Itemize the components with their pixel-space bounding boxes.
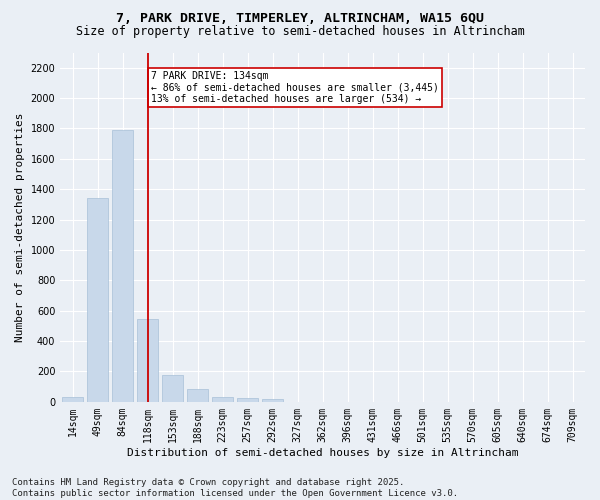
Bar [112, 130, 133, 402]
Bar [237, 398, 258, 402]
Text: Size of property relative to semi-detached houses in Altrincham: Size of property relative to semi-detach… [76, 25, 524, 38]
Text: 7 PARK DRIVE: 134sqm
← 86% of semi-detached houses are smaller (3,445)
13% of se: 7 PARK DRIVE: 134sqm ← 86% of semi-detac… [151, 70, 439, 104]
Bar [62, 398, 83, 402]
Bar [262, 399, 283, 402]
Text: 7, PARK DRIVE, TIMPERLEY, ALTRINCHAM, WA15 6QU: 7, PARK DRIVE, TIMPERLEY, ALTRINCHAM, WA… [116, 12, 484, 26]
Y-axis label: Number of semi-detached properties: Number of semi-detached properties [15, 112, 25, 342]
Bar [187, 389, 208, 402]
Bar [87, 198, 108, 402]
X-axis label: Distribution of semi-detached houses by size in Altrincham: Distribution of semi-detached houses by … [127, 448, 518, 458]
Bar [162, 376, 183, 402]
Bar [212, 396, 233, 402]
Text: Contains HM Land Registry data © Crown copyright and database right 2025.
Contai: Contains HM Land Registry data © Crown c… [12, 478, 458, 498]
Bar [137, 319, 158, 402]
